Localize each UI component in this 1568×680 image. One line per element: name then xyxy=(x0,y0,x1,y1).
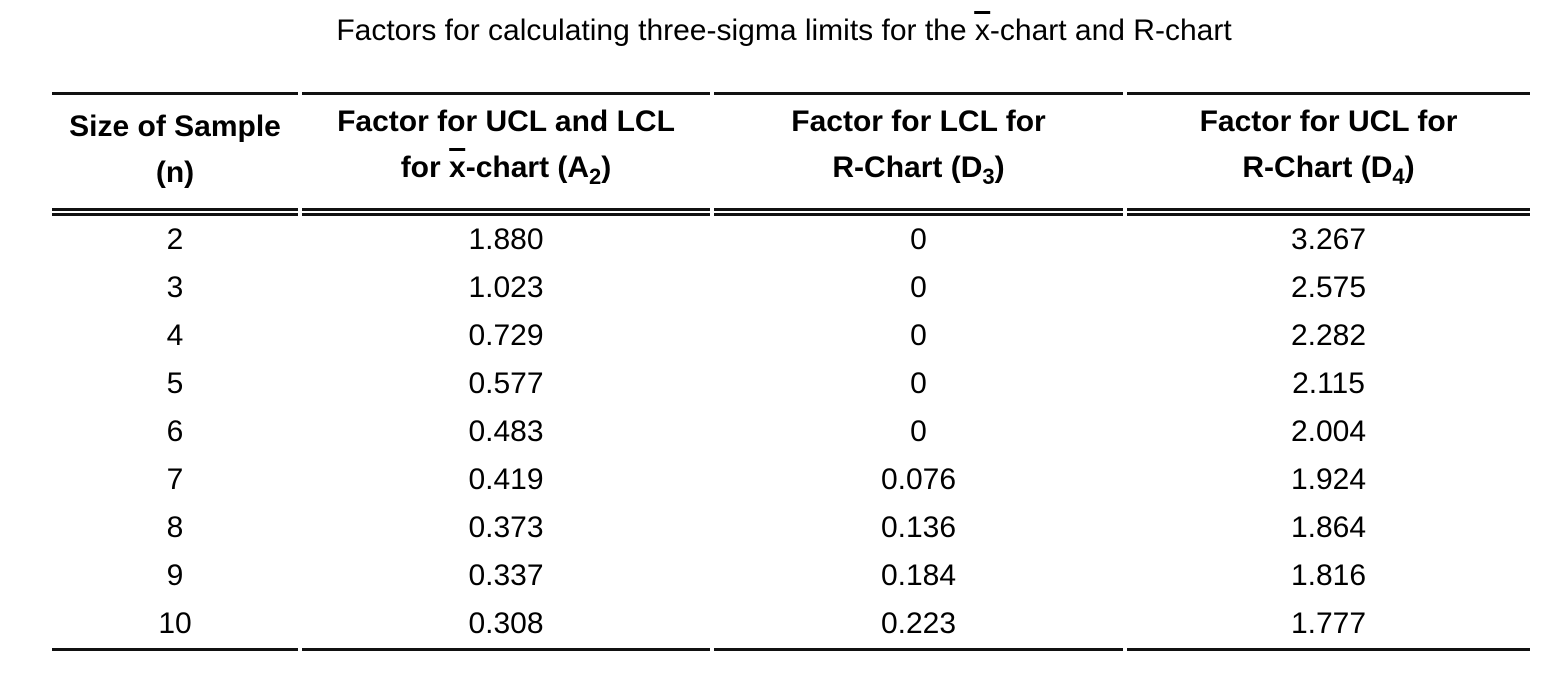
title-text-pre: Factors for calculating three-sigma limi… xyxy=(336,14,975,47)
table-row: 4 0.729 0 2.282 xyxy=(52,312,1530,360)
column-header-a2-factor: Factor for UCL and LCL for x-chart (A2) xyxy=(302,92,710,216)
table-row: 9 0.337 0.184 1.816 xyxy=(52,552,1530,600)
cell-d3-value: 0.223 xyxy=(714,600,1123,651)
cell-d3-value: 0 xyxy=(910,319,927,352)
header-text: ) xyxy=(1404,151,1415,184)
cell-sample-size: 4 xyxy=(166,319,184,352)
table-row: 10 0.308 0.223 1.777 xyxy=(52,600,1530,651)
x-bar-symbol: x xyxy=(974,14,990,47)
cell-d4-value: 2.282 xyxy=(1290,319,1367,352)
subscript-3: 3 xyxy=(982,164,995,189)
header-row: Size of Sample (n) Factor for UCL and LC… xyxy=(52,92,1530,216)
cell-sample-size: 2 xyxy=(166,223,184,256)
header-line2: R-Chart (D3) xyxy=(714,145,1123,200)
table-header: Size of Sample (n) Factor for UCL and LC… xyxy=(52,92,1530,216)
cell-a2-value: 0.577 xyxy=(468,367,544,400)
cell-d3-value: 0.076 xyxy=(880,463,957,496)
cell-d3-value: 0 xyxy=(910,415,927,448)
cell-sample-size: 10 xyxy=(52,600,298,651)
subscript-4: 4 xyxy=(1392,164,1405,189)
cell-a2-value: 0.337 xyxy=(468,559,544,592)
cell-sample-size: 3 xyxy=(166,271,184,304)
title-text-post: -chart and R-chart xyxy=(989,14,1232,47)
header-line2: R-Chart (D4) xyxy=(1127,145,1530,200)
cell-sample-size: 6 xyxy=(166,415,184,448)
header-text: R-Chart (D xyxy=(832,151,983,184)
header-line1: Factor for UCL for xyxy=(1199,105,1458,138)
cell-d3-value: 0 xyxy=(910,367,927,400)
table-row: 2 1.880 0 3.267 xyxy=(52,216,1530,264)
cell-a2-value: 0.483 xyxy=(468,415,544,448)
cell-d4-value: 2.004 xyxy=(1290,415,1367,448)
cell-d4-value: 1.864 xyxy=(1290,511,1367,544)
header-text: -chart (A xyxy=(465,151,590,184)
header-text: ) xyxy=(601,151,612,184)
cell-d3-value: 0.184 xyxy=(880,559,957,592)
header-line1: Size of Sample xyxy=(69,109,281,143)
cell-sample-size: 9 xyxy=(166,559,184,592)
table-row: 3 1.023 0 2.575 xyxy=(52,264,1530,312)
cell-d4-value: 1.816 xyxy=(1290,559,1367,592)
cell-a2-value: 1.023 xyxy=(468,271,544,304)
header-text: for xyxy=(400,151,450,184)
cell-sample-size: 7 xyxy=(166,463,184,496)
cell-d4-value: 2.575 xyxy=(1290,271,1367,304)
cell-d4-value: 2.115 xyxy=(1292,367,1365,400)
column-header-d4-factor: Factor for UCL for R-Chart (D4) xyxy=(1127,92,1530,216)
cell-a2-value: 0.308 xyxy=(302,600,710,651)
cell-d4-value: 3.267 xyxy=(1290,223,1367,256)
cell-a2-value: 0.729 xyxy=(468,319,544,352)
cell-d3-value: 0 xyxy=(910,223,927,256)
x-bar-symbol: x xyxy=(449,151,466,184)
cell-a2-value: 0.373 xyxy=(468,511,544,544)
header-line1: Factor for UCL and LCL xyxy=(337,105,675,138)
table-row: 5 0.577 0 2.115 xyxy=(52,360,1530,408)
cell-sample-size: 5 xyxy=(166,367,184,400)
table-row: 6 0.483 0 2.004 xyxy=(52,408,1530,456)
control-chart-factors-table: Size of Sample (n) Factor for UCL and LC… xyxy=(48,92,1534,651)
table-title: Factors for calculating three-sigma limi… xyxy=(0,10,1568,52)
table-body: 2 1.880 0 3.267 3 1.023 0 2.575 4 0.729 … xyxy=(52,216,1530,651)
cell-a2-value: 1.880 xyxy=(468,223,544,256)
header-line1: Factor for LCL for xyxy=(791,105,1046,138)
cell-d4-value: 1.777 xyxy=(1127,600,1530,651)
table-row: 8 0.373 0.136 1.864 xyxy=(52,504,1530,552)
cell-a2-value: 0.419 xyxy=(468,463,544,496)
table-row: 7 0.419 0.076 1.924 xyxy=(52,456,1530,504)
cell-d3-value: 0.136 xyxy=(880,511,957,544)
cell-sample-size: 8 xyxy=(166,511,184,544)
subscript-2: 2 xyxy=(589,164,602,189)
column-header-sample-size: Size of Sample (n) xyxy=(52,92,298,216)
cell-d4-value: 1.924 xyxy=(1290,463,1367,496)
header-text: R-Chart (D xyxy=(1242,151,1393,184)
header-line2: for x-chart (A2) xyxy=(302,145,710,200)
header-text: ) xyxy=(994,151,1005,184)
cell-d3-value: 0 xyxy=(910,271,927,304)
column-header-d3-factor: Factor for LCL for R-Chart (D3) xyxy=(714,92,1123,216)
header-line2: (n) xyxy=(155,155,195,189)
